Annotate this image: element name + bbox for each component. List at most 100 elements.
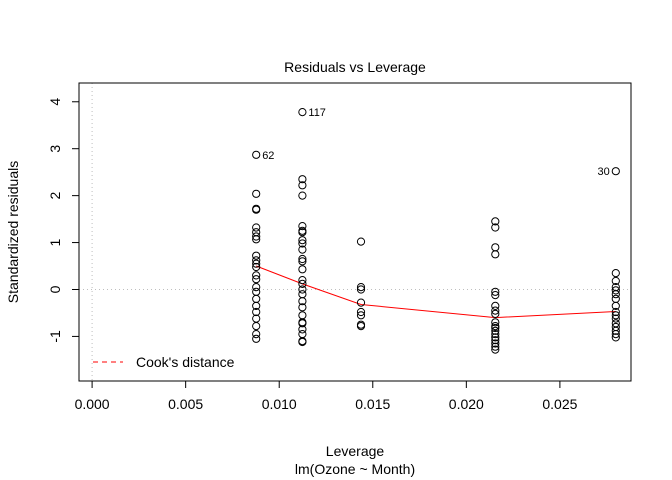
y-axis-title: Standardized residuals <box>5 161 21 303</box>
data-point <box>491 339 500 348</box>
data-point <box>298 239 307 248</box>
legend-label-cooks-distance: Cook's distance <box>136 354 235 370</box>
data-point <box>252 262 261 272</box>
x-axis-title: Leverage <box>326 443 385 459</box>
data-point <box>611 290 620 299</box>
x-tick-label: 0.020 <box>449 396 484 412</box>
data-point <box>491 306 500 315</box>
data-point <box>252 223 261 232</box>
data-point <box>611 311 620 320</box>
data-point <box>611 167 620 176</box>
smoother-line <box>256 265 616 319</box>
x-axis-sublabel: lm(Ozone ~ Month) <box>295 461 415 477</box>
data-point <box>491 301 500 310</box>
data-point <box>298 276 307 285</box>
data-point <box>252 301 261 310</box>
y-tick-label: 3 <box>47 145 63 153</box>
data-point <box>491 287 500 296</box>
data-point <box>252 235 261 244</box>
y-tick-label: 4 <box>47 98 63 106</box>
x-tick-label: 0.015 <box>355 396 390 412</box>
data-point <box>356 322 366 331</box>
legend: Cook's distance <box>93 354 235 370</box>
y-tick-label: -1 <box>47 330 63 343</box>
data-point <box>356 311 366 320</box>
point-label-62: 62 <box>262 150 274 162</box>
data-point <box>491 291 500 300</box>
data-point <box>491 333 500 342</box>
data-point <box>298 319 307 328</box>
data-point <box>252 275 261 284</box>
x-tick-label: 0.025 <box>542 396 577 412</box>
point-label-30: 30 <box>598 166 610 178</box>
data-point <box>356 307 366 317</box>
data-point <box>298 191 307 200</box>
data-point <box>491 318 500 327</box>
data-point <box>491 342 500 351</box>
data-point <box>298 254 307 264</box>
data-point <box>491 345 500 354</box>
data-point <box>252 283 261 292</box>
data-point <box>252 251 261 260</box>
point-label-117: 117 <box>308 107 326 119</box>
data-point <box>491 326 500 335</box>
data-point <box>252 189 261 198</box>
data-point <box>298 337 307 347</box>
data-point <box>356 283 366 292</box>
data-point <box>611 286 620 295</box>
data-point <box>298 175 307 184</box>
data-point <box>298 303 307 312</box>
reference-lines <box>79 83 631 381</box>
data-point <box>491 250 500 259</box>
data-point <box>298 257 307 266</box>
chart-title: Residuals vs Leverage <box>284 59 426 75</box>
data-point <box>491 309 500 318</box>
data-point <box>298 265 307 274</box>
data-point <box>252 334 261 343</box>
data-point <box>298 297 307 306</box>
data-point <box>491 323 500 333</box>
data-point <box>252 256 261 265</box>
data-point <box>298 181 307 190</box>
data-point <box>611 269 620 278</box>
data-point <box>611 333 620 342</box>
x-tick-label: 0.005 <box>168 396 203 412</box>
data-point <box>611 307 620 317</box>
data-point <box>252 205 261 214</box>
data-point <box>298 285 307 294</box>
x-tick-label: 0.010 <box>262 396 297 412</box>
x-tick-label: 0.000 <box>75 396 110 412</box>
data-point <box>611 330 620 339</box>
data-point <box>252 307 261 317</box>
points-layer <box>252 108 620 354</box>
data-point <box>252 322 261 331</box>
data-point <box>611 276 620 286</box>
data-point <box>298 245 307 254</box>
data-point <box>252 232 261 241</box>
smoother-layer <box>256 265 616 319</box>
point-labels: 117 62 30 <box>262 107 610 178</box>
data-point <box>298 325 307 334</box>
data-point <box>356 285 366 294</box>
data-point <box>298 108 307 117</box>
y-tick-label: 1 <box>47 238 63 246</box>
data-point <box>252 150 261 159</box>
data-point <box>491 330 500 339</box>
data-point <box>298 236 307 245</box>
data-point <box>298 222 307 231</box>
data-point <box>356 237 366 246</box>
y-tick-label: 0 <box>47 285 63 293</box>
data-point <box>611 326 620 335</box>
data-point <box>491 217 500 226</box>
data-point <box>252 330 261 339</box>
data-point <box>491 336 500 345</box>
data-point <box>298 279 307 288</box>
data-point <box>298 228 307 237</box>
data-point <box>356 298 366 307</box>
data-point <box>491 223 500 232</box>
data-point <box>252 271 261 280</box>
y-axis: -1 0 1 2 3 4 <box>47 98 80 343</box>
x-axis: 0.000 0.005 0.010 0.015 0.020 0.025 <box>75 380 578 412</box>
